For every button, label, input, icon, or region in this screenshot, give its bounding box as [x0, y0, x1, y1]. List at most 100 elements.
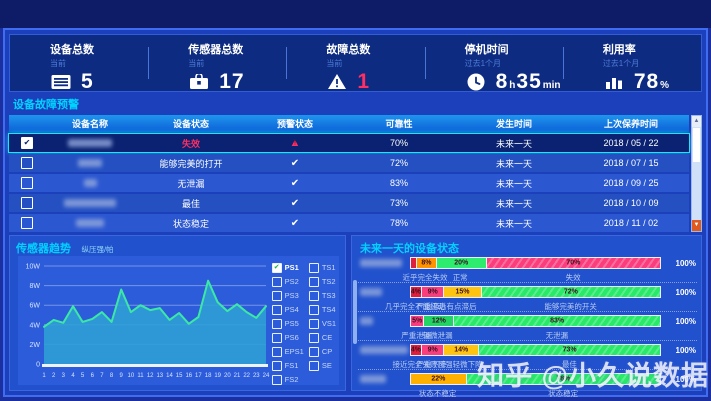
legend-checkbox[interactable]	[308, 332, 319, 343]
legend-item-ts3[interactable]: TS3	[308, 290, 336, 301]
table-row[interactable]: 无泄漏 ✔ 83% 未来一天 2018 / 09 / 25	[9, 174, 689, 192]
kpi-title: 停机时间	[464, 44, 509, 56]
scroll-up-icon[interactable]: ▲	[692, 116, 701, 127]
legend-checkbox[interactable]	[271, 346, 282, 357]
svg-text:9: 9	[120, 373, 124, 379]
panel-scrollbar[interactable]	[353, 280, 357, 344]
legend-checkbox[interactable]	[308, 346, 319, 357]
scroll-down-icon[interactable]: ▼	[692, 220, 701, 231]
kpi-subtitle: 当前	[188, 59, 205, 68]
legend-item-ps3[interactable]: PS3	[271, 290, 304, 301]
legend-checkbox[interactable]	[308, 262, 319, 273]
legend-checkbox[interactable]	[308, 360, 319, 371]
legend-checkbox[interactable]	[271, 276, 282, 287]
legend-label: SE	[321, 361, 332, 370]
legend-checkbox[interactable]	[271, 318, 282, 329]
table-row[interactable]: 状态稳定 ✔ 78% 未来一天 2018 / 11 / 02	[9, 214, 689, 232]
legend-item-ts1[interactable]: TS1	[308, 262, 336, 273]
legend-item-se[interactable]: SE	[308, 360, 336, 371]
legend-item-ps2[interactable]: PS2	[271, 276, 304, 287]
cell-warning: ✔	[247, 218, 343, 229]
legend-label: VS1	[321, 319, 336, 328]
kpi-value: 1	[357, 70, 371, 93]
legend-item-ps4[interactable]: PS4	[271, 304, 304, 315]
legend-item-ps5[interactable]: PS5	[271, 318, 304, 329]
device-name-redacted	[83, 179, 97, 187]
legend-item-ce[interactable]: CE	[308, 332, 336, 343]
status-bar-group: 5% 12% 83% 100% 严重泄漏 轻微泄漏 无泄漏	[358, 312, 697, 341]
legend-label: PS1	[284, 263, 299, 272]
legend-item-ps6[interactable]: PS6	[271, 332, 304, 343]
kpi-value: 17	[219, 70, 245, 93]
device-list-icon	[50, 73, 72, 91]
legend-checkbox[interactable]	[271, 332, 282, 343]
cell-device-name	[45, 219, 135, 227]
table-row[interactable]: 能够完美的打开 ✔ 72% 未来一天 2018 / 07 / 15	[9, 154, 689, 172]
legend-checkbox[interactable]	[308, 290, 319, 301]
svg-text:18: 18	[205, 373, 212, 379]
bar-segment: 73%	[478, 345, 660, 355]
bar-segment: 20%	[435, 258, 486, 268]
device-name-redacted	[68, 139, 112, 147]
bar-segment: 72%	[480, 287, 660, 297]
column-header: 设备状态	[172, 119, 209, 129]
row-checkbox[interactable]	[21, 177, 33, 189]
legend-label: TS2	[321, 277, 336, 286]
row-checkbox[interactable]	[21, 157, 33, 169]
legend-checkbox[interactable]	[271, 304, 282, 315]
legend-label: EPS1	[284, 347, 304, 356]
check-icon: ✔	[290, 217, 300, 229]
legend-checkbox[interactable]: ✔	[271, 262, 282, 273]
row-checkbox[interactable]: ✔	[21, 137, 33, 149]
legend-label: PS2	[284, 277, 299, 286]
kpi-value: 78	[633, 70, 660, 93]
legend-item-vs1[interactable]: VS1	[308, 318, 336, 329]
cell-last-maintenance: 2018 / 09 / 25	[603, 178, 659, 188]
table-row[interactable]: ✔ 失效 ▲! 70% 未来一天 2018 / 05 / 22	[9, 134, 689, 152]
warning-icon	[326, 73, 348, 91]
column-header: 预警状态	[276, 119, 313, 129]
legend-checkbox[interactable]	[308, 304, 319, 315]
device-name-redacted	[360, 375, 386, 383]
legend-checkbox[interactable]	[308, 276, 319, 287]
row-checkbox[interactable]	[21, 197, 33, 209]
legend-item-ts4[interactable]: TS4	[308, 304, 336, 315]
segment-state-label: 正常	[452, 272, 468, 282]
svg-text:19: 19	[214, 373, 221, 379]
segment-state-label: 几乎完全不能扭动	[385, 301, 446, 311]
device-name	[358, 259, 410, 267]
svg-text:12: 12	[147, 373, 154, 379]
table-scrollbar[interactable]: ▲ ▼	[691, 115, 702, 232]
alert-section-title: 设备故障预警	[13, 99, 79, 111]
scrollbar-thumb[interactable]	[693, 128, 700, 162]
legend-item-eps1[interactable]: EPS1	[271, 346, 304, 357]
svg-text:8W: 8W	[30, 283, 41, 290]
segment-state-labels: 几乎完全不能扭动 严重滞后 有点滞后 能够完美的开关	[385, 301, 661, 311]
cell-occur-time: 未来一天	[495, 138, 532, 149]
legend-checkbox[interactable]	[271, 360, 282, 371]
cell-select	[9, 177, 45, 189]
legend-item-fs2[interactable]: FS2	[271, 374, 304, 385]
legend-item-ps1[interactable]: ✔ PS1	[271, 262, 304, 273]
cell-device-name	[45, 179, 135, 187]
kpi-subtitle: 过去1个月	[464, 59, 502, 68]
sensor-trend-subtitle: 纵压强/帕	[81, 245, 114, 254]
table-row[interactable]: 最佳 ✔ 73% 未来一天 2018 / 10 / 09	[9, 194, 689, 212]
legend-checkbox[interactable]	[271, 374, 282, 385]
bar-segment	[411, 258, 416, 268]
kpi-sensor-total: 传感器总数 当前 17	[148, 35, 286, 93]
sensor-trend-plot: 10W 8W 6W 4W 2W 0 1 2 3 4 5 6 7 8 9 10 11 12 13 14 15 16 17 18 1…	[20, 258, 272, 401]
legend-col-1: ✔ PS1 PS2 PS3 PS4 PS5 PS6 EPS1 FS1 FS2	[271, 262, 304, 385]
row-checkbox[interactable]	[21, 217, 33, 229]
svg-text:24: 24	[263, 373, 270, 379]
cell-select	[9, 217, 45, 229]
device-name-redacted	[360, 317, 373, 325]
svg-text:22: 22	[243, 373, 250, 379]
bar-segment: 78%	[465, 374, 660, 384]
legend-checkbox[interactable]	[271, 290, 282, 301]
legend-item-ts2[interactable]: TS2	[308, 276, 336, 287]
cell-status: 最佳	[181, 198, 200, 209]
legend-item-cp[interactable]: CP	[308, 346, 336, 357]
legend-item-fs1[interactable]: FS1	[271, 360, 304, 371]
legend-checkbox[interactable]	[308, 318, 319, 329]
